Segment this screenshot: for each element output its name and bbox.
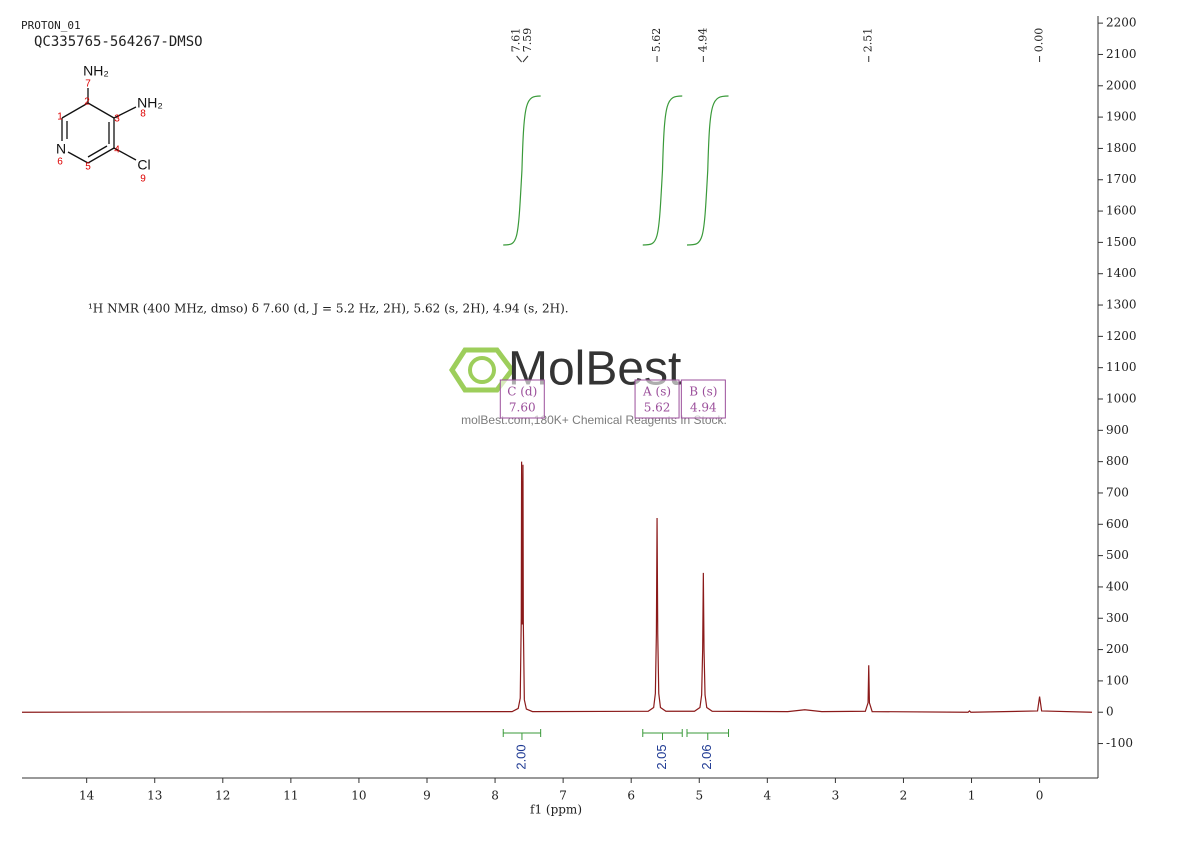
y-tick-label: 700 bbox=[1106, 485, 1129, 499]
integral-curve bbox=[503, 95, 541, 246]
atom-label: Cl bbox=[137, 157, 150, 173]
bond bbox=[87, 147, 115, 164]
y-tick-label: 1700 bbox=[1106, 172, 1137, 186]
multiplet-box bbox=[634, 379, 680, 419]
x-tick-label: 4 bbox=[764, 789, 772, 803]
y-tick-label: 2200 bbox=[1106, 16, 1137, 30]
y-tick-label: 1000 bbox=[1106, 392, 1137, 406]
atom-number: 1 bbox=[57, 112, 63, 123]
spectrum-line bbox=[21, 461, 1093, 713]
y-tick-label: 1600 bbox=[1106, 204, 1137, 218]
integral-value: 2.06 bbox=[699, 744, 714, 769]
y-tick-label: 2100 bbox=[1106, 47, 1137, 61]
atom-number: 2 bbox=[84, 97, 90, 108]
x-tick-label: 3 bbox=[832, 789, 840, 803]
x-tick-label: 9 bbox=[423, 789, 431, 803]
y-tick-label: 600 bbox=[1106, 517, 1129, 531]
atom-number: 6 bbox=[57, 157, 63, 168]
watermark-logo bbox=[468, 356, 496, 384]
peak-label: 4.94 bbox=[696, 28, 709, 53]
atom-number: 5 bbox=[85, 162, 91, 173]
x-axis-title: f1 (ppm) bbox=[530, 803, 582, 817]
y-tick-label: 200 bbox=[1106, 642, 1129, 656]
bond bbox=[113, 147, 137, 161]
atom-label: N bbox=[56, 141, 66, 157]
watermark-logo bbox=[449, 347, 516, 393]
integral-value: 2.05 bbox=[654, 744, 669, 769]
multiplet-name: B (s) bbox=[689, 385, 717, 399]
y-tick-label: 500 bbox=[1106, 548, 1129, 562]
multiplet-name: C (d) bbox=[507, 385, 537, 399]
peak-label: 7.59 bbox=[521, 28, 534, 53]
y-tick-label: 1300 bbox=[1106, 298, 1137, 312]
y-tick-label: 300 bbox=[1106, 611, 1129, 625]
multiplet-name: A (s) bbox=[642, 385, 671, 399]
bond bbox=[67, 151, 89, 164]
x-tick-label: 2 bbox=[900, 789, 908, 803]
bond bbox=[113, 106, 137, 119]
x-tick-label: 13 bbox=[147, 789, 162, 803]
integral-value: 2.00 bbox=[513, 744, 528, 769]
atom-number: 9 bbox=[140, 174, 146, 185]
atom-number: 4 bbox=[114, 145, 120, 156]
y-tick-label: 1400 bbox=[1106, 266, 1137, 280]
x-tick-label: 6 bbox=[627, 789, 635, 803]
x-tick-label: 14 bbox=[79, 789, 95, 803]
x-tick-label: 10 bbox=[351, 789, 366, 803]
y-tick-label: 1800 bbox=[1106, 141, 1137, 155]
x-tick-label: 7 bbox=[559, 789, 567, 803]
bond bbox=[87, 145, 108, 158]
x-tick-label: 12 bbox=[215, 789, 230, 803]
atom-number: 3 bbox=[114, 114, 120, 125]
x-tick-label: 1 bbox=[968, 789, 976, 803]
bond bbox=[61, 102, 89, 119]
bond bbox=[87, 102, 115, 119]
y-tick-label: 1200 bbox=[1106, 329, 1137, 343]
integral-curve bbox=[687, 95, 729, 246]
x-tick-label: 11 bbox=[283, 789, 298, 803]
peak-label: 7.61 bbox=[510, 28, 523, 53]
y-tick-label: 2000 bbox=[1106, 78, 1137, 92]
header: PROTON_01 bbox=[21, 19, 81, 32]
atom-number: 7 bbox=[85, 79, 91, 90]
sample-name: QC335765-564267-DMSO bbox=[34, 34, 203, 50]
multiplet-shift: 5.62 bbox=[644, 401, 671, 415]
y-tick-label: 1900 bbox=[1106, 110, 1137, 124]
atom-label: NH₂ bbox=[83, 63, 109, 79]
multiplet-box bbox=[680, 379, 726, 419]
peak-label: 0.00 bbox=[1033, 28, 1046, 53]
atom-number: 8 bbox=[140, 109, 146, 120]
x-tick-label: 8 bbox=[491, 789, 499, 803]
y-tick-label: 1500 bbox=[1106, 235, 1137, 249]
peak-label: 2.51 bbox=[862, 28, 875, 53]
x-tick-label: 0 bbox=[1036, 789, 1044, 803]
description: ¹H NMR (400 MHz, dmso) δ 7.60 (d, J = 5.… bbox=[88, 302, 569, 316]
multiplet-shift: 4.94 bbox=[690, 401, 717, 415]
y-tick-label: 900 bbox=[1106, 423, 1129, 437]
multiplet-shift: 7.60 bbox=[509, 401, 536, 415]
peak-marker bbox=[522, 55, 529, 63]
y-tick-label: 100 bbox=[1106, 673, 1129, 687]
integral-curve bbox=[642, 95, 683, 246]
multiplet-box bbox=[499, 379, 545, 419]
peak-marker bbox=[516, 55, 522, 63]
y-tick-label: 0 bbox=[1106, 705, 1114, 719]
peak-label: 5.62 bbox=[650, 28, 663, 53]
y-tick-label: 1100 bbox=[1106, 360, 1137, 374]
atom-label: NH₂ bbox=[137, 95, 163, 111]
molecule bbox=[61, 88, 137, 164]
x-tick-label: 5 bbox=[695, 789, 703, 803]
y-tick-label: 400 bbox=[1106, 579, 1129, 593]
y-tick-label: 800 bbox=[1106, 454, 1129, 468]
y-tick-label: -100 bbox=[1106, 736, 1133, 750]
